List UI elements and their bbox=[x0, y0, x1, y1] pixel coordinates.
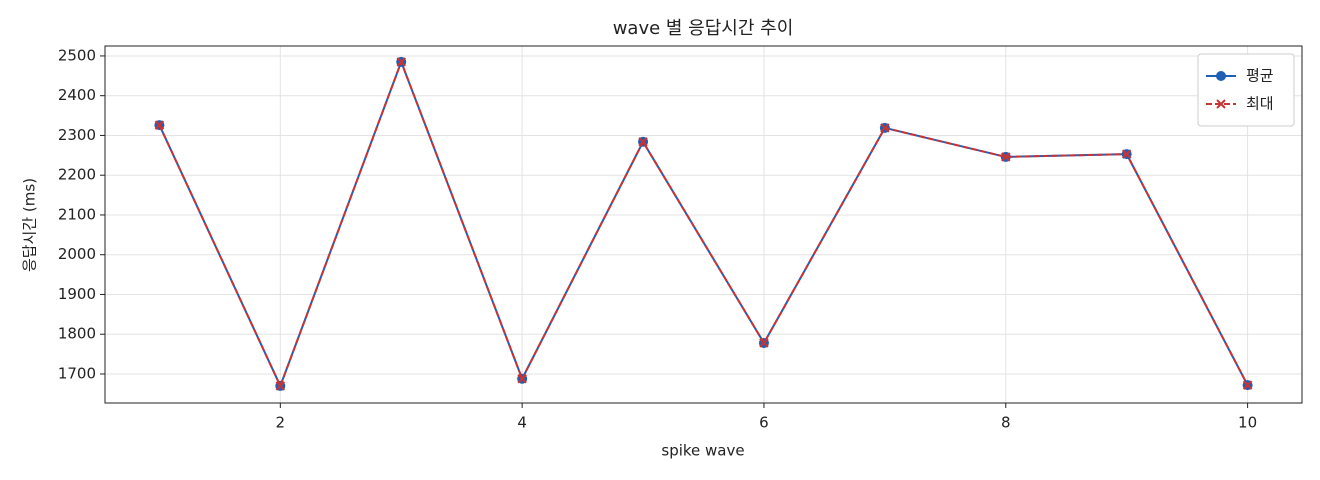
plot-frame bbox=[104, 45, 1303, 404]
x-tick-label: 2 bbox=[276, 414, 286, 432]
y-tick-label: 2100 bbox=[58, 205, 96, 223]
marker bbox=[880, 123, 890, 133]
marker bbox=[396, 57, 406, 67]
marker bbox=[1216, 71, 1226, 81]
chart-title: wave 별 응답시간 추이 bbox=[613, 18, 794, 39]
marker bbox=[1242, 380, 1253, 390]
y-tick-label: 1900 bbox=[58, 285, 96, 303]
legend-box bbox=[1197, 53, 1295, 127]
marker bbox=[1001, 152, 1011, 162]
y-tick-label: 2500 bbox=[58, 46, 96, 64]
y-tick-label: 2200 bbox=[58, 166, 96, 184]
y-tick-label: 2300 bbox=[58, 126, 96, 144]
legend-label: 최대 bbox=[1246, 95, 1274, 113]
marker bbox=[1121, 149, 1132, 159]
marker bbox=[638, 137, 648, 147]
marker bbox=[1216, 99, 1226, 109]
legend-label: 평균 bbox=[1246, 67, 1274, 85]
y-tick-label: 1700 bbox=[58, 364, 96, 382]
y-axis-label: 응답시간 (ms) bbox=[21, 178, 39, 272]
series-line bbox=[158, 59, 1249, 389]
marker bbox=[275, 381, 286, 391]
y-tick-label: 1800 bbox=[58, 325, 96, 343]
marker bbox=[154, 120, 165, 130]
x-tick-label: 10 bbox=[1238, 414, 1257, 432]
marker bbox=[517, 374, 527, 384]
x-tick-label: 8 bbox=[1001, 414, 1011, 432]
x-tick-label: 4 bbox=[517, 414, 527, 432]
x-axis-label: spike wave bbox=[661, 442, 744, 460]
y-tick-label: 2000 bbox=[58, 245, 96, 263]
series-line bbox=[158, 59, 1249, 389]
y-tick-label: 2400 bbox=[58, 86, 96, 104]
x-tick-label: 6 bbox=[759, 414, 769, 432]
marker bbox=[759, 338, 769, 348]
